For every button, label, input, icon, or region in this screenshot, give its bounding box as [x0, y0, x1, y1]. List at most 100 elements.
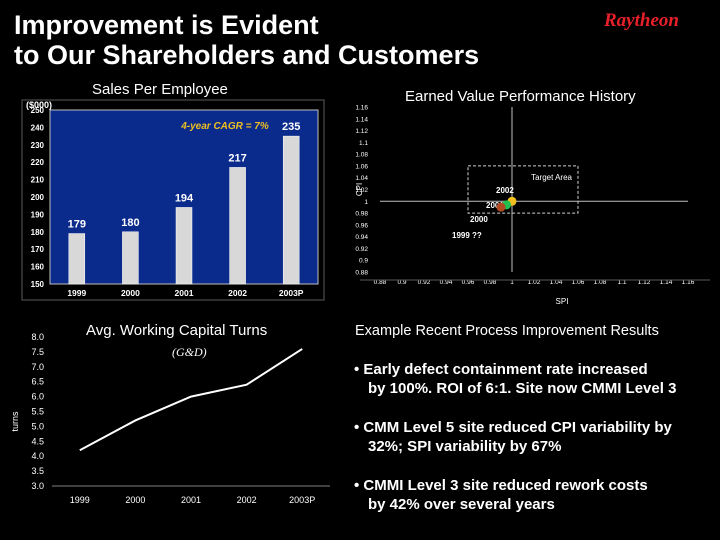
sales-bar-data-label: 180: [121, 217, 139, 229]
sales-x-tick-label: 2002: [228, 288, 247, 298]
ev-y-tick-label: 1.12: [355, 128, 368, 135]
result-3-line-2: by 42% over several years: [368, 496, 555, 513]
ev-chart-header: Earned Value Performance History: [405, 88, 636, 105]
sales-bar-data-label: 194: [175, 192, 194, 204]
sales-y-tick-label: 200: [31, 193, 45, 202]
ev-y-axis-label: CPI: [355, 183, 364, 196]
ev-x-tick-label: 1.04: [550, 279, 563, 286]
ev-point-label: 2002: [496, 186, 514, 195]
ev-x-tick-label: 0.88: [374, 279, 387, 286]
sales-bar: [229, 167, 246, 285]
ev-point-label: 2001: [486, 201, 504, 210]
result-2-line-2: 32%; SPI variability by 67%: [368, 438, 562, 455]
sales-x-tick-label: 2000: [121, 288, 140, 298]
title-line-1: Improvement is Evident: [14, 10, 319, 40]
sales-chart-frame: [21, 99, 325, 301]
sales-x-tick-label: 2001: [175, 288, 194, 298]
sales-bar: [282, 135, 300, 285]
wc-y-tick-label: 7.5: [31, 347, 44, 357]
slide-title: Improvement is Evident to Our Shareholde…: [14, 10, 479, 70]
ev-x-tick-label: 1.14: [660, 279, 673, 286]
ev-x-tick-label: 1.1: [617, 279, 626, 286]
improvement-results: • Early defect containment rate increase…: [354, 360, 714, 534]
ev-point-label: 1999 ??: [452, 231, 482, 240]
wc-x-tick-label: 2002: [237, 495, 257, 505]
ev-x-tick-label: 0.92: [418, 279, 431, 286]
sales-bar: [175, 207, 193, 285]
sales-bar: [122, 231, 139, 285]
cagr-annotation: 4-year CAGR = 7%: [180, 121, 269, 132]
ev-y-tick-label: 0.92: [355, 246, 368, 253]
sales-y-tick-label: 190: [31, 210, 45, 219]
wc-x-tick-label: 1999: [70, 495, 90, 505]
result-item-3: • CMMI Level 3 site reduced rework costs…: [354, 476, 714, 514]
sales-y-tick-label: 180: [31, 228, 45, 237]
sales-y-tick-label: 170: [31, 245, 45, 254]
ev-y-tick-label: 1.04: [355, 175, 368, 182]
title-line-2: to Our Shareholders and Customers: [14, 40, 480, 70]
ev-y-tick-label: 0.96: [355, 222, 368, 229]
ev-y-tick-label: 1.1: [359, 140, 368, 147]
wc-y-tick-label: 4.5: [31, 436, 44, 446]
ev-x-axis-label: SPI: [556, 297, 569, 306]
wc-y-tick-label: 6.0: [31, 392, 44, 402]
result-item-1: • Early defect containment rate increase…: [354, 360, 714, 398]
ev-x-tick-label: 1: [510, 279, 514, 286]
ev-y-tick-label: 1.08: [355, 152, 368, 159]
wc-series-line: [79, 348, 303, 452]
wc-y-axis-label: turns: [10, 411, 20, 432]
sales-bar-data-label: 235: [282, 121, 300, 133]
result-1-line-1: • Early defect containment rate increase…: [354, 361, 648, 378]
improvements-header: Example Recent Process Improvement Resul…: [355, 323, 659, 339]
sales-x-tick-label: 2003P: [279, 288, 304, 298]
ev-y-tick-label: 0.94: [355, 234, 368, 241]
sales-chart-header: Sales Per Employee: [92, 81, 228, 98]
sales-y-tick-label: 250: [31, 106, 45, 115]
ev-x-tick-label: 1.16: [682, 279, 695, 286]
ev-y-tick-label: 0.98: [355, 211, 368, 218]
ev-y-tick-label: 1: [364, 199, 368, 206]
ev-point-label: 2000: [470, 215, 488, 224]
wc-y-tick-label: 3.0: [31, 481, 44, 491]
sales-bar-data-label: 179: [68, 219, 86, 231]
wc-y-tick-label: 6.5: [31, 377, 44, 387]
ev-y-tick-label: 0.9: [359, 258, 368, 265]
sales-y-tick-label: 240: [31, 123, 45, 132]
ev-x-tick-label: 1.08: [594, 279, 607, 286]
result-2-line-1: • CMM Level 5 site reduced CPI variabili…: [354, 419, 672, 436]
result-3-line-1: • CMMI Level 3 site reduced rework costs: [354, 477, 648, 494]
ev-y-tick-label: 0.88: [355, 270, 368, 277]
wc-y-tick-label: 3.5: [31, 466, 44, 476]
wc-y-tick-label: 4.0: [31, 451, 44, 461]
sales-y-tick-label: 230: [31, 141, 45, 150]
ev-y-tick-label: 1.16: [355, 105, 368, 112]
sales-y-tick-label: 210: [31, 176, 45, 185]
sales-unit-label: ($000): [26, 100, 52, 110]
ev-x-tick-label: 0.94: [440, 279, 453, 286]
sales-y-tick-label: 220: [31, 158, 45, 167]
ev-x-tick-label: 0.98: [484, 279, 497, 286]
ev-target-area-label: Target Area: [531, 173, 572, 182]
wc-x-tick-label: 2000: [125, 495, 145, 505]
wc-y-tick-label: 5.5: [31, 407, 44, 417]
sales-bar: [68, 233, 86, 285]
result-item-2: • CMM Level 5 site reduced CPI variabili…: [354, 418, 714, 456]
ev-y-tick-label: 1.14: [355, 116, 368, 123]
result-1-line-2: by 100%. ROI of 6:1. Site now CMMI Level…: [368, 380, 677, 397]
sales-bar-data-label: 217: [228, 152, 246, 164]
wc-x-tick-label: 2001: [181, 495, 201, 505]
ev-point: [496, 202, 506, 212]
ev-target-area: [467, 165, 579, 214]
ev-x-tick-label: 1.12: [638, 279, 651, 286]
ev-x-tick-label: 0.96: [462, 279, 475, 286]
wc-x-tick-label: 2003P: [289, 495, 315, 505]
ev-y-tick-label: 1.06: [355, 163, 368, 170]
sales-y-tick-label: 150: [31, 280, 45, 289]
wc-chart-subheader: (G&D): [172, 345, 207, 359]
raytheon-logo: Raytheon: [604, 10, 679, 31]
sales-y-tick-label: 160: [31, 263, 45, 272]
wc-y-tick-label: 7.0: [31, 362, 44, 372]
